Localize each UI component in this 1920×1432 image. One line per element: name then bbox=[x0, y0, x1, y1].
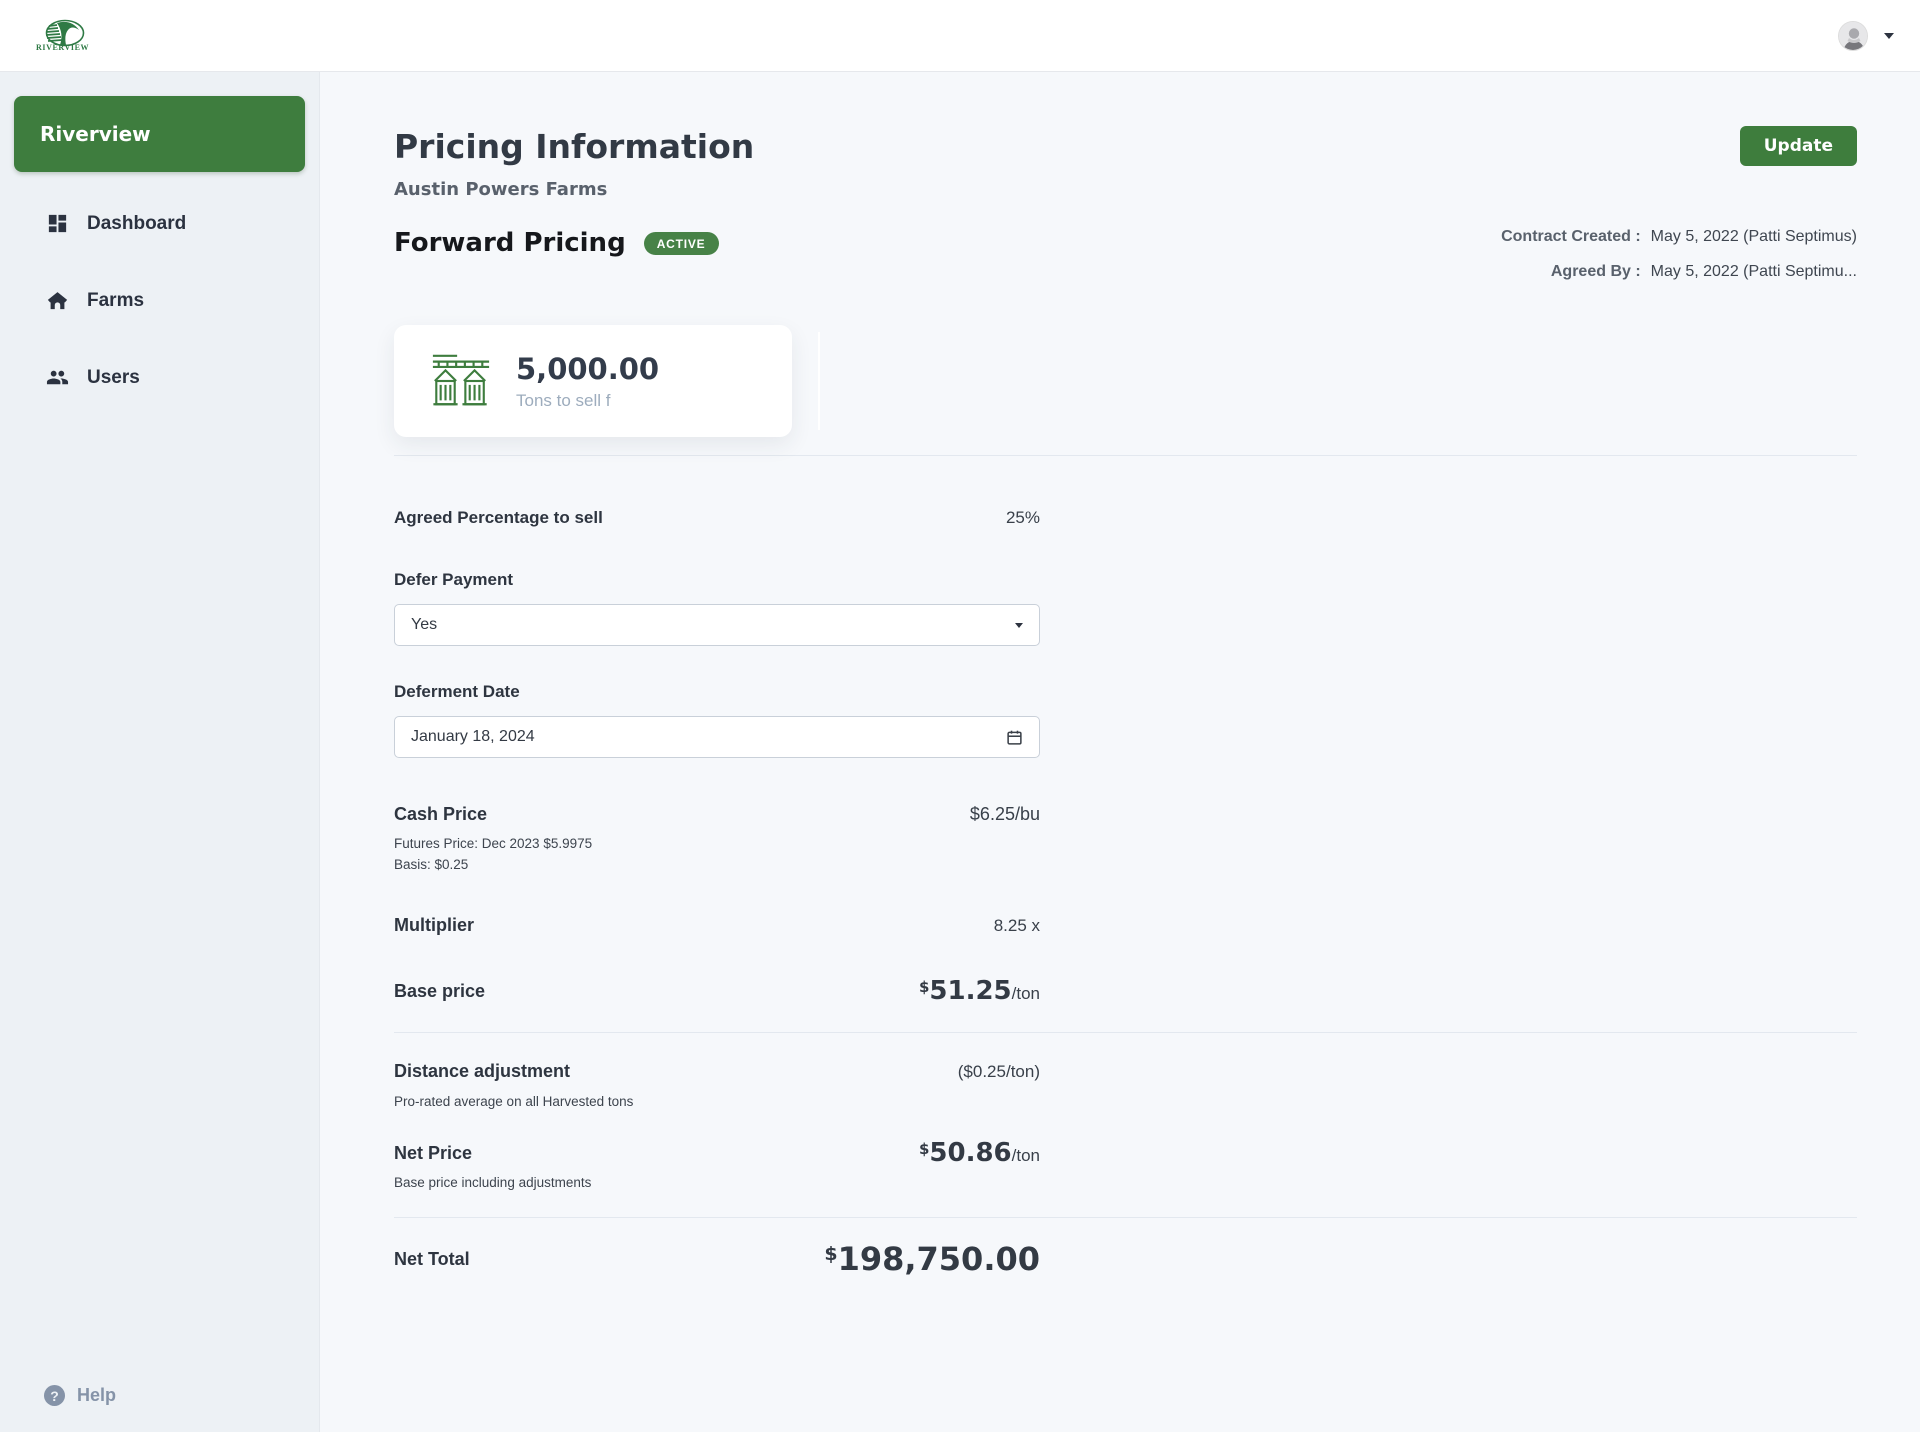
sidebar: Riverview Dashboard Farms Users bbox=[0, 72, 320, 1432]
section-divider bbox=[394, 1217, 1857, 1218]
page-header: Pricing Information Update bbox=[394, 126, 1857, 166]
main-content: Pricing Information Update Austin Powers… bbox=[320, 72, 1920, 1432]
net-price-value: $50.86/ton bbox=[919, 1138, 1040, 1168]
summary-card-row: 5,000.00 Tons to sell f bbox=[394, 325, 1857, 437]
defer-payment-select[interactable]: Yes bbox=[394, 604, 1040, 646]
contract-section-header: Forward Pricing ACTIVE Contract Created … bbox=[394, 228, 1857, 281]
user-avatar[interactable] bbox=[1838, 20, 1868, 51]
net-price-note: Base price including adjustments bbox=[394, 1175, 592, 1190]
net-total-label: Net Total bbox=[394, 1248, 470, 1269]
defer-payment-selected: Yes bbox=[411, 616, 438, 633]
amount: 50.86 bbox=[929, 1138, 1012, 1168]
contract-type-title: Forward Pricing bbox=[394, 228, 626, 258]
contract-meta: Contract Created : May 5, 2022 (Patti Se… bbox=[1501, 228, 1857, 281]
page-title: Pricing Information bbox=[394, 126, 755, 166]
select-caret-icon bbox=[1015, 622, 1023, 628]
cash-price-details: Futures Price: Dec 2023 $5.9975 Basis: $… bbox=[394, 833, 1040, 875]
net-price-row: Net Price $50.86/ton bbox=[394, 1138, 1040, 1168]
agreed-percentage-row: Agreed Percentage to sell 25% bbox=[394, 508, 1040, 528]
calendar-icon[interactable] bbox=[1006, 729, 1023, 746]
topbar: RIVERVIEW bbox=[0, 0, 1920, 72]
net-total-row: Net Total $198,750.00 bbox=[394, 1240, 1040, 1278]
sidebar-item-users[interactable]: Users bbox=[0, 348, 319, 407]
sidebar-nav: Dashboard Farms Users bbox=[0, 194, 319, 407]
currency-sign: $ bbox=[918, 978, 930, 996]
currency-sign: $ bbox=[918, 1140, 930, 1158]
distance-adjustment-note: Pro-rated average on all Harvested tons bbox=[394, 1094, 634, 1109]
tons-summary-card: 5,000.00 Tons to sell f bbox=[394, 325, 792, 437]
unit: /ton bbox=[1011, 1146, 1040, 1165]
adjustments-section: Distance adjustment ($0.25/ton) Pro-rate… bbox=[394, 1061, 1040, 1193]
multiplier-value: 8.25 x bbox=[993, 916, 1040, 935]
net-total-value: $198,750.00 bbox=[824, 1240, 1040, 1278]
base-price-value: $51.25/ton bbox=[919, 976, 1040, 1006]
distance-adjustment-row: Distance adjustment ($0.25/ton) bbox=[394, 1061, 1040, 1082]
base-price-row: Base price $51.25/ton bbox=[394, 976, 1040, 1006]
base-price-label: Base price bbox=[394, 980, 486, 1001]
meta-value: May 5, 2022 (Patti Septimus) bbox=[1650, 228, 1857, 245]
pricing-form: Agreed Percentage to sell 25% Defer Paym… bbox=[394, 508, 1040, 1006]
deferment-date-value: January 18, 2024 bbox=[411, 728, 535, 745]
update-button[interactable]: Update bbox=[1739, 126, 1857, 166]
amount: 198,750.00 bbox=[837, 1240, 1040, 1278]
riverview-logo[interactable]: RIVERVIEW bbox=[36, 19, 89, 52]
card-divider bbox=[818, 332, 820, 430]
defer-payment-label: Defer Payment bbox=[394, 570, 514, 589]
section-divider bbox=[394, 1032, 1857, 1033]
futures-price-note: Futures Price: Dec 2023 $5.9975 bbox=[394, 836, 593, 851]
cash-price-row: Cash Price $6.25/bu bbox=[394, 804, 1040, 825]
chevron-down-icon[interactable] bbox=[1884, 32, 1894, 39]
help-icon: ? bbox=[44, 1385, 65, 1406]
distance-adjustment-value: ($0.25/ton) bbox=[957, 1062, 1040, 1081]
users-icon bbox=[46, 366, 69, 389]
cash-price-value: $6.25/bu bbox=[969, 804, 1040, 824]
topbar-user-area bbox=[1838, 20, 1894, 51]
status-badge: ACTIVE bbox=[643, 231, 719, 255]
amount: 51.25 bbox=[929, 976, 1012, 1006]
deferment-date-input[interactable]: January 18, 2024 bbox=[394, 716, 1040, 758]
tons-caption: Tons to sell f bbox=[516, 390, 611, 410]
deferment-date-label: Deferment Date bbox=[394, 682, 520, 701]
total-section: Net Total $198,750.00 bbox=[394, 1240, 1040, 1278]
dashboard-icon bbox=[46, 212, 69, 235]
sidebar-item-label: Dashboard bbox=[87, 212, 187, 234]
basis-note: Basis: $0.25 bbox=[394, 857, 469, 872]
riverview-logo-icon bbox=[45, 19, 84, 47]
sidebar-item-farms[interactable]: Farms bbox=[0, 271, 319, 330]
unit: /ton bbox=[1011, 984, 1040, 1003]
riverview-logo-text: RIVERVIEW bbox=[36, 43, 90, 52]
sidebar-item-label: Users bbox=[87, 366, 140, 388]
distance-adjustment-label: Distance adjustment bbox=[394, 1061, 571, 1081]
barn-icon bbox=[46, 289, 69, 312]
meta-label: Agreed By : bbox=[1550, 263, 1641, 280]
currency-sign: $ bbox=[824, 1243, 838, 1265]
meta-label: Contract Created : bbox=[1501, 228, 1641, 245]
farm-name: Austin Powers Farms bbox=[394, 179, 608, 200]
meta-value: May 5, 2022 (Patti Septimu... bbox=[1650, 263, 1857, 280]
sidebar-item-label: Farms bbox=[87, 289, 145, 311]
agreed-percentage-value: 25% bbox=[1005, 508, 1040, 527]
multiplier-label: Multiplier bbox=[394, 915, 474, 935]
section-divider bbox=[394, 455, 1857, 456]
agreed-percentage-label: Agreed Percentage to sell bbox=[394, 508, 603, 527]
tons-value: 5,000.00 bbox=[516, 351, 660, 386]
help-label: Help bbox=[77, 1385, 117, 1405]
avatar-image bbox=[1839, 21, 1867, 50]
sidebar-org-button[interactable]: Riverview bbox=[14, 96, 305, 172]
net-price-label: Net Price bbox=[394, 1142, 473, 1163]
sidebar-item-dashboard[interactable]: Dashboard bbox=[0, 194, 319, 253]
cash-price-label: Cash Price bbox=[394, 804, 488, 824]
grain-bins-icon bbox=[430, 350, 492, 412]
multiplier-row: Multiplier 8.25 x bbox=[394, 915, 1040, 936]
help-button[interactable]: ? Help bbox=[44, 1385, 116, 1406]
